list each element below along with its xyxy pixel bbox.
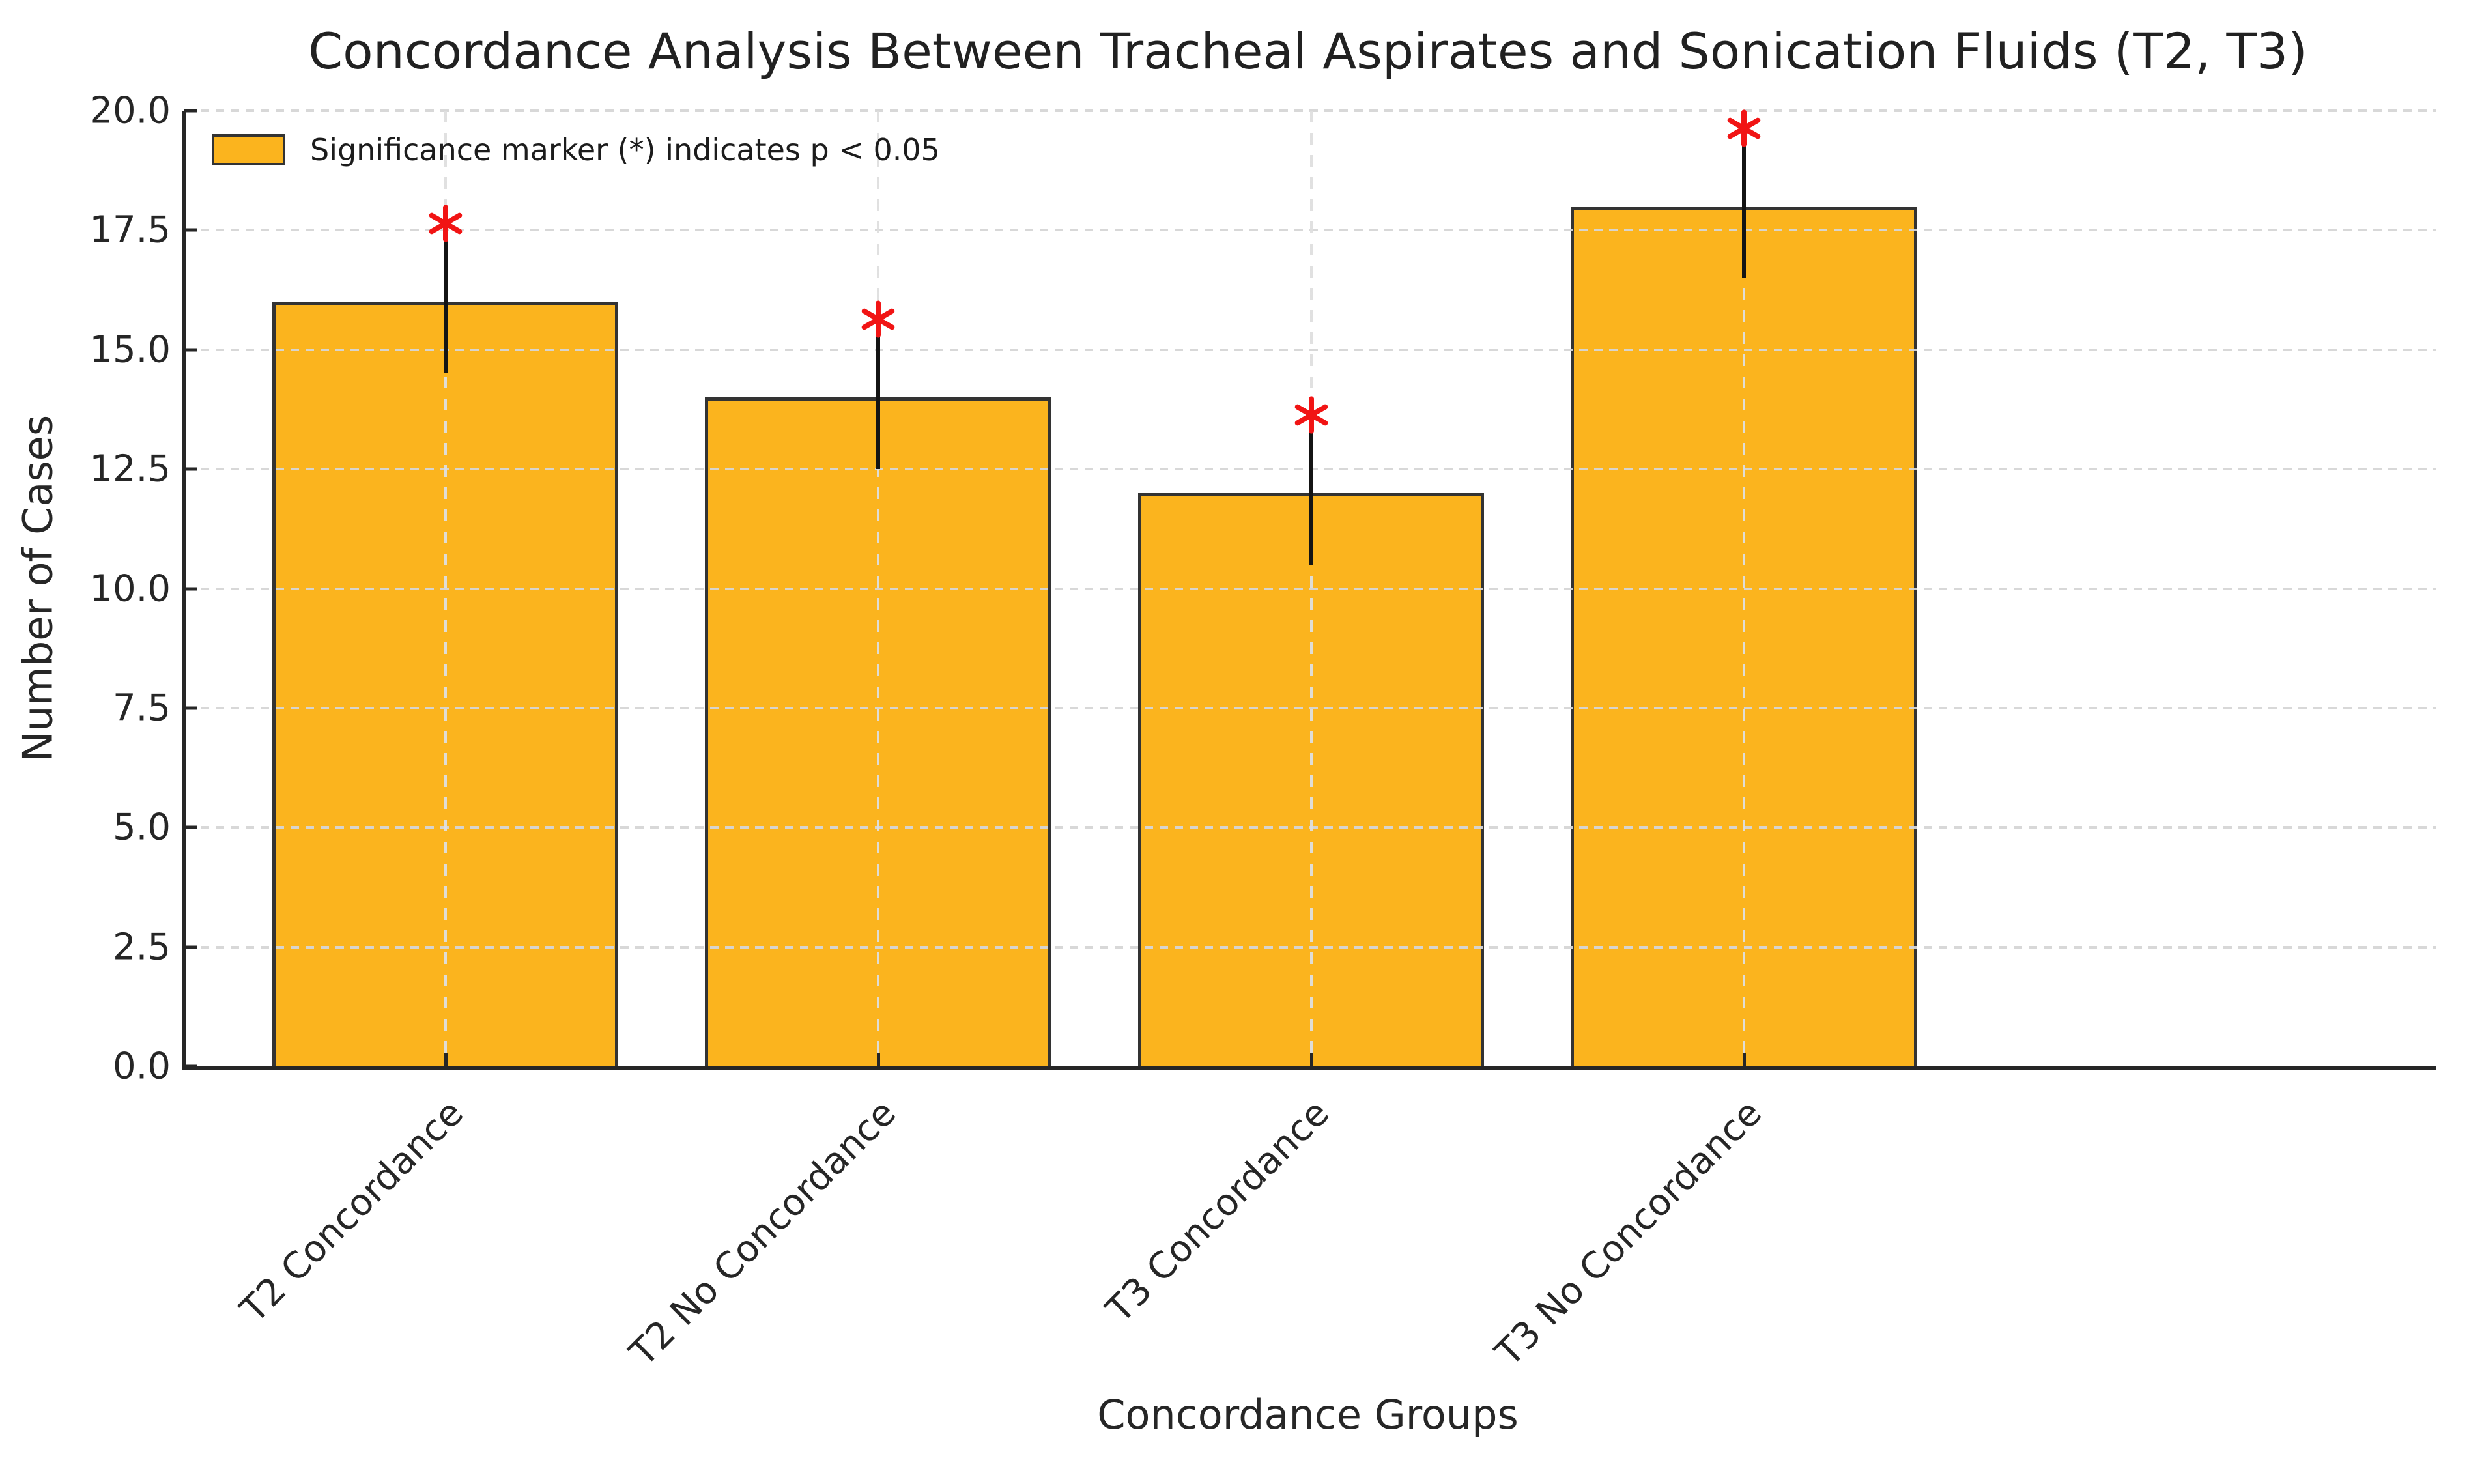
legend-label: Significance marker (*) indicates p < 0.… [310,132,940,167]
legend: Significance marker (*) indicates p < 0.… [212,132,940,167]
x-tick-mark [444,1053,448,1066]
y-tick-label: 17.5 [89,208,171,251]
x-tick-label: T2 Concordance [232,1092,472,1332]
significance-marker [859,300,897,341]
y-tick-label: 7.5 [112,687,171,730]
y-tick-mark [184,1064,197,1068]
y-tick-mark [184,109,197,113]
error-bar [1309,421,1313,565]
y-tick-label: 5.0 [112,806,171,849]
y-tick-mark [184,706,197,710]
error-bar [1741,134,1746,278]
legend-swatch [212,134,285,165]
asterisk-icon [1294,396,1328,434]
y-tick-mark [184,587,197,590]
x-tick-mark [877,1053,881,1066]
x-tick-label: T3 No Concordance [1487,1092,1770,1375]
y-tick-label: 2.5 [112,926,171,969]
y-tick-label: 15.0 [89,328,171,371]
asterisk-icon [429,205,462,243]
y-tick-mark [184,825,197,829]
y-tick-label: 10.0 [89,567,171,610]
error-bar [876,326,881,470]
gridline-vertical [877,111,880,1066]
gridline-vertical [1309,111,1313,1066]
x-tick-mark [1309,1053,1313,1066]
y-tick-mark [184,945,197,949]
gridline-vertical [444,111,447,1066]
y-tick-label: 20.0 [89,89,171,132]
y-tick-mark [184,228,197,232]
plot-area [182,109,2436,1070]
y-tick-label: 12.5 [89,448,171,491]
gridline-vertical [1742,111,1745,1066]
significance-marker [1725,109,1763,150]
asterisk-icon [1727,109,1761,147]
chart-title: Concordance Analysis Between Tracheal As… [308,22,2307,80]
x-tick-mark [1742,1053,1746,1066]
significance-marker [1292,396,1330,436]
x-axis-label: Concordance Groups [1097,1391,1519,1438]
y-tick-mark [184,348,197,352]
y-tick-label: 0.0 [112,1045,171,1088]
x-tick-label: T2 No Concordance [621,1092,905,1375]
y-tick-mark [184,467,197,471]
error-bar [443,230,448,374]
x-tick-label: T3 Concordance [1098,1092,1337,1332]
asterisk-icon [861,300,895,338]
significance-marker [427,205,464,245]
